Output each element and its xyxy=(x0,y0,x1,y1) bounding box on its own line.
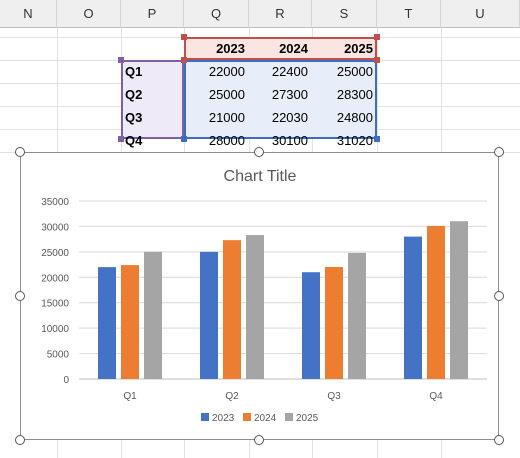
y-tick-label: 35000 xyxy=(41,197,69,208)
column-header-p[interactable]: P xyxy=(121,0,184,28)
legend-swatch xyxy=(201,413,209,421)
series-name-range[interactable] xyxy=(184,37,377,60)
data-cell[interactable]: 31020 xyxy=(336,132,373,148)
column-header-r[interactable]: R xyxy=(249,0,312,28)
header-cell-2025[interactable]: 2025 xyxy=(344,41,373,56)
chart-resize-handle[interactable] xyxy=(15,435,25,445)
data-cell[interactable]: 24800 xyxy=(336,110,373,125)
data-cell[interactable]: 30100 xyxy=(271,132,308,148)
bar-2025-Q4[interactable] xyxy=(450,221,468,379)
data-cell[interactable]: 22000 xyxy=(208,64,245,79)
column-header-q[interactable]: Q xyxy=(184,0,249,28)
column-chart: Chart Title 0 5000 10000 15000 20000 25000 300… xyxy=(41,168,487,424)
data-cell[interactable]: 27300 xyxy=(271,87,308,102)
bar-2024-Q4[interactable] xyxy=(427,225,445,379)
range-handle[interactable] xyxy=(118,136,124,142)
range-handle[interactable] xyxy=(374,34,380,40)
data-cell[interactable]: 21000 xyxy=(208,110,245,125)
bar-2024-Q1[interactable] xyxy=(121,265,139,379)
bar-2025-Q2[interactable] xyxy=(246,235,264,379)
chart-title[interactable]: Chart Title xyxy=(224,168,297,185)
data-cell[interactable]: 22400 xyxy=(271,64,308,79)
x-tick-label: Q1 xyxy=(123,391,137,402)
bar-2023-Q2[interactable] xyxy=(200,251,218,379)
y-tick-label: 20000 xyxy=(41,273,69,284)
column-header-s[interactable]: S xyxy=(312,0,377,28)
data-cell[interactable]: 25000 xyxy=(208,87,245,102)
bar-2024-Q3[interactable] xyxy=(325,266,343,379)
range-handle[interactable] xyxy=(181,136,187,142)
range-handle[interactable] xyxy=(118,57,124,63)
data-cell[interactable]: 25000 xyxy=(336,64,373,79)
bar-2024-Q2[interactable] xyxy=(223,240,241,379)
bar-2023-Q1[interactable] xyxy=(98,267,116,379)
x-tick-label: Q2 xyxy=(225,391,239,402)
column-header-n[interactable]: N xyxy=(0,0,57,28)
bar-2023-Q4[interactable] xyxy=(404,236,422,379)
y-tick-label: 25000 xyxy=(41,248,69,259)
chart-resize-handle[interactable] xyxy=(15,147,25,157)
legend-entry[interactable]: 2024 xyxy=(254,413,277,424)
range-handle[interactable] xyxy=(374,57,380,63)
range-handle[interactable] xyxy=(181,34,187,40)
column-header-u[interactable]: U xyxy=(441,0,520,28)
range-handle[interactable] xyxy=(374,136,380,142)
chart-resize-handle[interactable] xyxy=(15,291,25,301)
row-label-q3[interactable]: Q3 xyxy=(125,110,143,125)
y-tick-label: 30000 xyxy=(41,222,69,233)
range-handle[interactable] xyxy=(181,57,187,63)
row-label-q2[interactable]: Q2 xyxy=(125,87,143,102)
column-header-t[interactable]: T xyxy=(377,0,441,28)
chart-resize-handle[interactable] xyxy=(494,147,504,157)
data-cell[interactable]: 28300 xyxy=(336,87,373,102)
column-header-o[interactable]: O xyxy=(57,0,121,28)
chart-resize-handle[interactable] xyxy=(254,435,264,445)
legend-entry[interactable]: 2025 xyxy=(296,413,319,424)
legend-swatch xyxy=(285,413,293,421)
y-tick-label: 0 xyxy=(63,375,69,386)
category-range[interactable] xyxy=(121,60,184,139)
data-cell[interactable]: 22030 xyxy=(271,110,308,125)
legend-entry[interactable]: 2023 xyxy=(212,413,235,424)
chart-object[interactable]: Chart Title 0 5000 10000 15000 20000 25000 300… xyxy=(20,152,499,440)
y-tick-label: 5000 xyxy=(47,350,70,361)
bar-2023-Q3[interactable] xyxy=(302,272,320,379)
y-tick-label: 10000 xyxy=(41,324,69,335)
values-range[interactable] xyxy=(184,60,377,139)
x-tick-label: Q4 xyxy=(429,391,443,402)
x-tick-label: Q3 xyxy=(327,391,341,402)
chart-resize-handle[interactable] xyxy=(494,291,504,301)
header-cell-2023[interactable]: 2023 xyxy=(216,41,245,56)
chart-resize-handle[interactable] xyxy=(254,147,264,157)
row-label-q4[interactable]: Q4 xyxy=(125,132,143,148)
bar-2025-Q3[interactable] xyxy=(348,252,366,379)
legend-swatch xyxy=(243,413,251,421)
chart-resize-handle[interactable] xyxy=(494,435,504,445)
row-label-q1[interactable]: Q1 xyxy=(125,64,143,79)
bar-2025-Q1[interactable] xyxy=(144,251,162,379)
y-tick-label: 15000 xyxy=(41,299,69,310)
data-cell[interactable]: 28000 xyxy=(208,132,245,148)
header-cell-2024[interactable]: 2024 xyxy=(279,41,308,56)
